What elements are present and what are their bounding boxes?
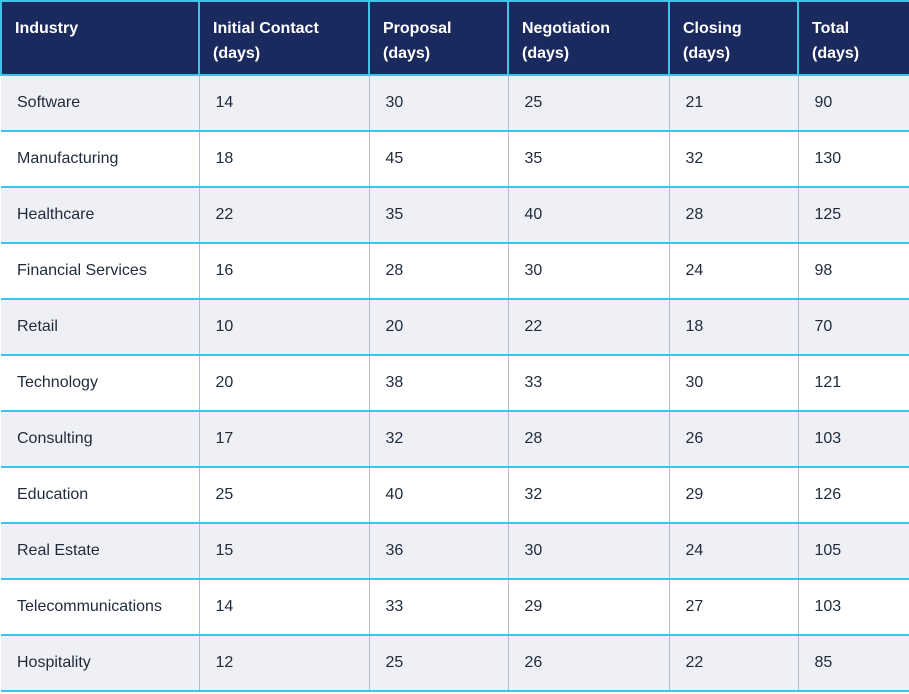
initial-contact-cell: 14	[199, 75, 370, 132]
industry-cell: Telecommunications	[1, 579, 200, 636]
proposal-cell: 32	[369, 411, 509, 468]
initial-contact-cell: 18	[199, 131, 370, 188]
initial-contact-cell: 16	[199, 243, 370, 300]
proposal-cell: 36	[369, 523, 509, 580]
table-row: Software 14 30 25 21 90	[1, 75, 909, 132]
industry-cell: Healthcare	[1, 187, 200, 244]
total-cell: 126	[798, 467, 909, 524]
negotiation-cell: 28	[508, 411, 670, 468]
total-cell: 90	[798, 75, 909, 132]
header-total-label: Total	[812, 20, 850, 37]
negotiation-cell: 22	[508, 299, 670, 356]
closing-cell: 22	[669, 635, 799, 692]
total-cell: 103	[798, 579, 909, 636]
table-row: Telecommunications 14 33 29 27 103	[1, 579, 909, 636]
header-initial-contact: Initial Contact (days)	[198, 0, 370, 76]
table-row: Manufacturing 18 45 35 32 130	[1, 131, 909, 188]
closing-cell: 30	[669, 355, 799, 412]
total-cell: 130	[798, 131, 909, 188]
header-closing-unit: (days)	[683, 45, 731, 62]
initial-contact-cell: 25	[199, 467, 370, 524]
header-row: Industry Initial Contact (days) Proposal…	[0, 0, 909, 76]
total-cell: 70	[798, 299, 909, 356]
header-negotiation-label: Negotiation	[522, 20, 610, 37]
total-cell: 121	[798, 355, 909, 412]
table-row: Hospitality 12 25 26 22 85	[1, 635, 909, 692]
initial-contact-cell: 15	[199, 523, 370, 580]
negotiation-cell: 30	[508, 523, 670, 580]
header-industry-label: Industry	[15, 20, 79, 37]
industry-cell: Education	[1, 467, 200, 524]
total-cell: 103	[798, 411, 909, 468]
table-row: Real Estate 15 36 30 24 105	[1, 523, 909, 580]
closing-cell: 32	[669, 131, 799, 188]
header-closing-label: Closing	[683, 20, 742, 37]
table-row: Education 25 40 32 29 126	[1, 467, 909, 524]
industry-cell: Software	[1, 75, 200, 132]
initial-contact-cell: 10	[199, 299, 370, 356]
negotiation-cell: 29	[508, 579, 670, 636]
industry-cell: Real Estate	[1, 523, 200, 580]
closing-cell: 24	[669, 243, 799, 300]
header-initial-contact-label: Initial Contact	[213, 20, 319, 37]
negotiation-cell: 33	[508, 355, 670, 412]
header-total: Total (days)	[797, 0, 909, 76]
table-row: Technology 20 38 33 30 121	[1, 355, 909, 412]
table-row: Financial Services 16 28 30 24 98	[1, 243, 909, 300]
header-negotiation-unit: (days)	[522, 45, 570, 62]
industry-cell: Technology	[1, 355, 200, 412]
table-row: Healthcare 22 35 40 28 125	[1, 187, 909, 244]
header-negotiation: Negotiation (days)	[507, 0, 670, 76]
negotiation-cell: 26	[508, 635, 670, 692]
header-total-unit: (days)	[812, 45, 860, 62]
header-industry: Industry	[0, 0, 200, 76]
industry-cell: Retail	[1, 299, 200, 356]
industry-cell: Consulting	[1, 411, 200, 468]
header-closing: Closing (days)	[668, 0, 799, 76]
closing-cell: 18	[669, 299, 799, 356]
industry-cell: Manufacturing	[1, 131, 200, 188]
table-header: Industry Initial Contact (days) Proposal…	[0, 0, 909, 76]
proposal-cell: 30	[369, 75, 509, 132]
proposal-cell: 45	[369, 131, 509, 188]
initial-contact-cell: 14	[199, 579, 370, 636]
table-row: Consulting 17 32 28 26 103	[1, 411, 909, 468]
header-proposal-label: Proposal	[383, 20, 452, 37]
negotiation-cell: 30	[508, 243, 670, 300]
proposal-cell: 40	[369, 467, 509, 524]
table-row: Retail 10 20 22 18 70	[1, 299, 909, 356]
header-proposal-unit: (days)	[383, 45, 431, 62]
table-body: Software 14 30 25 21 90 Manufacturing 18…	[1, 75, 909, 692]
industry-cell: Hospitality	[1, 635, 200, 692]
proposal-cell: 28	[369, 243, 509, 300]
initial-contact-cell: 20	[199, 355, 370, 412]
closing-cell: 27	[669, 579, 799, 636]
closing-cell: 24	[669, 523, 799, 580]
proposal-cell: 20	[369, 299, 509, 356]
total-cell: 105	[798, 523, 909, 580]
proposal-cell: 35	[369, 187, 509, 244]
initial-contact-cell: 12	[199, 635, 370, 692]
proposal-cell: 25	[369, 635, 509, 692]
closing-cell: 28	[669, 187, 799, 244]
negotiation-cell: 25	[508, 75, 670, 132]
proposal-cell: 33	[369, 579, 509, 636]
total-cell: 85	[798, 635, 909, 692]
closing-cell: 21	[669, 75, 799, 132]
negotiation-cell: 35	[508, 131, 670, 188]
industry-cell: Financial Services	[1, 243, 200, 300]
closing-cell: 26	[669, 411, 799, 468]
negotiation-cell: 40	[508, 187, 670, 244]
initial-contact-cell: 17	[199, 411, 370, 468]
closing-cell: 29	[669, 467, 799, 524]
initial-contact-cell: 22	[199, 187, 370, 244]
negotiation-cell: 32	[508, 467, 670, 524]
proposal-cell: 38	[369, 355, 509, 412]
total-cell: 98	[798, 243, 909, 300]
header-proposal: Proposal (days)	[368, 0, 509, 76]
header-initial-contact-unit: (days)	[213, 45, 261, 62]
total-cell: 125	[798, 187, 909, 244]
